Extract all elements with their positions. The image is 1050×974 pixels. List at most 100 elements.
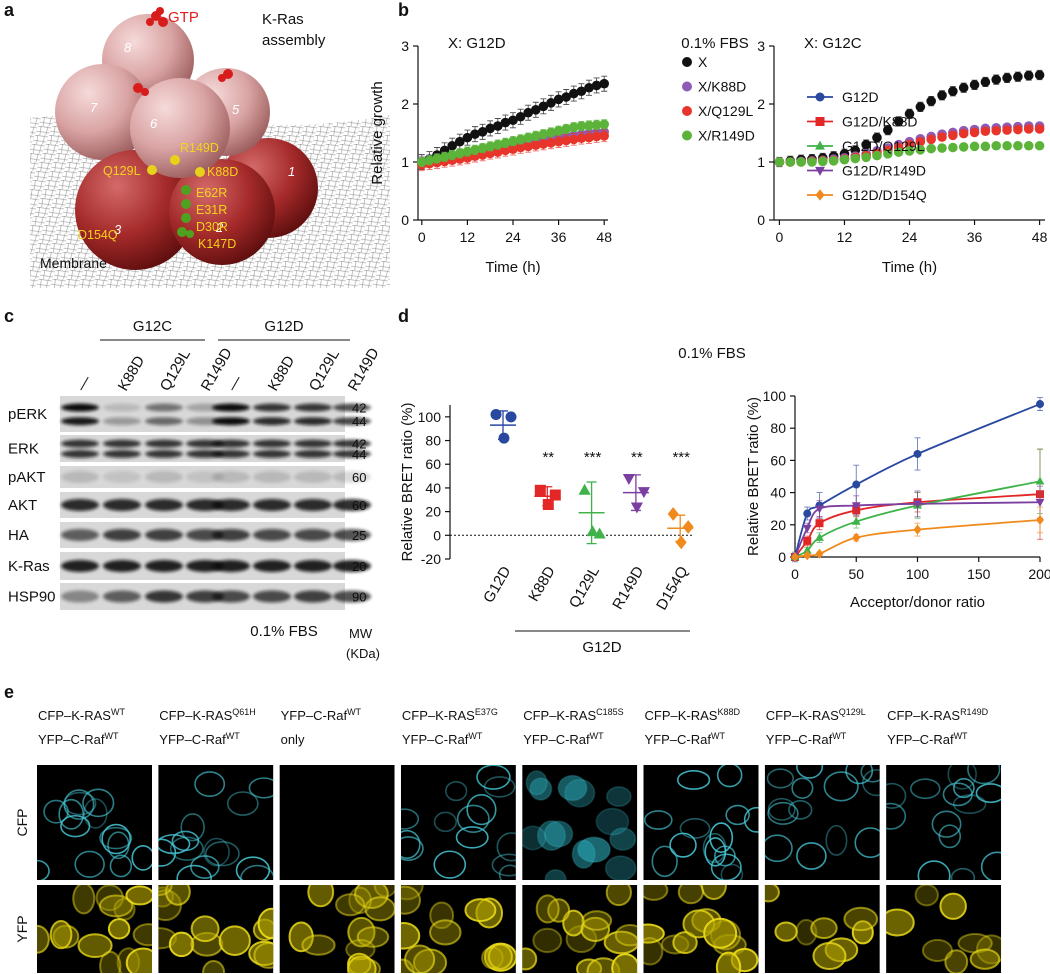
data-point: [796, 157, 806, 167]
band: [212, 499, 250, 511]
data-point: [591, 80, 602, 91]
data-point: [546, 98, 556, 108]
mw-title: MW: [349, 626, 373, 641]
legend-label: X/R149D: [698, 128, 755, 144]
band: [212, 449, 250, 458]
header-text: YFP–C-Raf: [645, 732, 712, 747]
x-tick-label: 0: [418, 229, 426, 245]
data-point: [561, 124, 571, 134]
marker: [578, 483, 591, 495]
header-superscript: WT: [832, 731, 846, 741]
header-superscript: WT: [104, 731, 118, 741]
cell: [975, 783, 1002, 804]
band: [212, 417, 250, 426]
data-point: [546, 138, 556, 148]
header-text: CFP–K-RAS: [766, 708, 839, 723]
cell: [203, 837, 230, 867]
band: [186, 590, 224, 603]
cell: [483, 776, 516, 798]
data-point: [991, 125, 1002, 136]
marker: [815, 519, 824, 528]
micrograph-bg: [279, 765, 395, 880]
header-text: YFP–C-Raf: [159, 732, 226, 747]
lane-label: Q129L: [306, 346, 343, 394]
data-point: [1013, 140, 1023, 151]
header-superscript: R149D: [960, 707, 989, 717]
cell: [445, 781, 468, 802]
band: [186, 449, 224, 458]
data-point: [937, 132, 947, 142]
chart-title: X: G12C: [804, 35, 862, 52]
column-header: YFP–C-RafWT: [159, 731, 240, 747]
cell: [202, 959, 226, 973]
cell: [709, 822, 734, 853]
marker: [913, 449, 922, 458]
protomer-label: 8: [124, 40, 132, 55]
column-header: YFP–C-RafWT: [766, 731, 847, 747]
marker: [815, 548, 824, 559]
cell: [37, 859, 50, 880]
data-point: [538, 139, 549, 149]
legend-marker: [682, 57, 692, 67]
column-header: YFP–C-RafWT: [645, 731, 726, 747]
data-point: [915, 102, 926, 112]
cell: [535, 894, 560, 924]
micrograph: [643, 885, 759, 973]
y-tick-label: 0: [778, 549, 786, 565]
cell: [400, 922, 421, 950]
x-tick-label: 0: [791, 566, 799, 582]
data-point: [926, 134, 936, 145]
cell: [348, 886, 372, 915]
cell: [604, 855, 637, 880]
cell: [169, 836, 204, 861]
cell: [165, 885, 191, 906]
data-point: [576, 86, 587, 97]
mutation-label: E62R: [196, 186, 227, 200]
cell: [791, 777, 814, 799]
band: [333, 417, 371, 426]
annotation: 0.1% FBS: [678, 345, 746, 362]
data-point: [958, 82, 969, 93]
marker: [1035, 476, 1045, 485]
cell: [795, 765, 824, 779]
cell: [543, 820, 574, 848]
band: [103, 417, 141, 426]
y-tick-label: 80: [770, 420, 786, 436]
lane-label: —: [224, 373, 246, 394]
header-text: YFP–C-Raf: [402, 732, 469, 747]
cell: [404, 944, 436, 973]
significance: ***: [672, 449, 690, 466]
band: [294, 449, 332, 458]
row-label: CFP: [14, 809, 30, 837]
cell: [253, 942, 274, 969]
membrane-label: Membrane: [40, 255, 107, 271]
cell: [950, 867, 976, 880]
data-point: [455, 148, 465, 159]
micrograph: [37, 885, 152, 973]
data-point: [980, 126, 991, 137]
marker: [622, 474, 635, 486]
x-tick-label: 12: [837, 229, 853, 245]
micrograph: [764, 885, 880, 973]
mutation-label: Q129L: [103, 164, 141, 178]
x-tick-label: 36: [967, 229, 983, 245]
lane-label: —: [73, 373, 95, 394]
data-point: [417, 157, 427, 167]
cell: [72, 885, 96, 915]
cell: [796, 842, 827, 870]
data-point: [477, 127, 488, 137]
y-tick-label: 2: [401, 96, 409, 112]
cell: [931, 810, 962, 838]
data-point: [1013, 124, 1023, 135]
micrograph: [279, 765, 395, 880]
data-point: [485, 141, 496, 152]
marker: [815, 189, 825, 201]
cell: [767, 797, 796, 821]
cell: [716, 765, 743, 788]
mw-unit: (KDa): [346, 646, 380, 661]
cell: [107, 918, 131, 940]
header-text: YFP–C-Raf: [38, 732, 105, 747]
x-tick-label: 48: [596, 229, 612, 245]
band: [253, 529, 291, 541]
header-text: YFP–C-Raf: [887, 732, 954, 747]
